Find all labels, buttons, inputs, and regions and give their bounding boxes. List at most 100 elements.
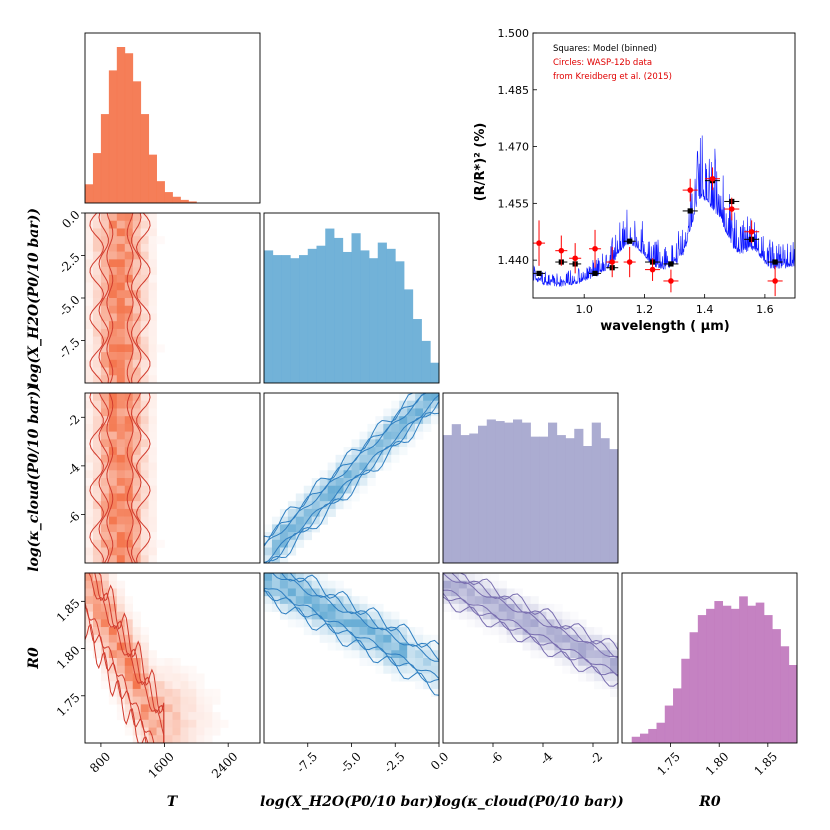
cloud-vs-R0-cell xyxy=(602,658,611,667)
water-vs-cloud-cell xyxy=(367,478,376,487)
T-vs-R0-cell xyxy=(180,681,189,690)
water-ytick-label: -2.5 xyxy=(56,250,82,276)
T-vs-R0-cell xyxy=(100,580,110,589)
water-vs-R0-cell xyxy=(423,673,432,682)
water-vs-R0-cell xyxy=(327,634,336,643)
T-vs-cloud-cell xyxy=(124,478,134,487)
cloud-posterior-histogram-bar xyxy=(451,424,461,563)
T-vs-R0-cell xyxy=(172,696,181,705)
cloud-posterior-histogram-bar xyxy=(609,449,619,563)
T-vs-cloud-cell xyxy=(116,454,126,463)
T-vs-cloud-cell xyxy=(140,508,149,517)
T-vs-R0-cell xyxy=(132,688,141,697)
T-vs-water-cell xyxy=(116,290,126,299)
water-vs-R0-cell xyxy=(311,627,320,636)
water-vs-R0-cell xyxy=(303,611,313,620)
T-vs-cloud-cell xyxy=(108,478,118,487)
water-vs-cloud-cell xyxy=(311,493,320,502)
T-vs-R0-cell xyxy=(156,688,165,697)
cloud-vs-R0-cell xyxy=(474,580,484,589)
cloud-vs-R0-cell xyxy=(474,603,484,612)
cloud-vs-R0-cell xyxy=(514,596,523,605)
T-vs-R0-cell xyxy=(180,719,189,728)
cloud-posterior-histogram-bar xyxy=(565,438,575,563)
T-xtick-label: 800 xyxy=(87,749,113,775)
cloud-vs-R0-cell xyxy=(578,665,587,674)
water-vs-R0-cell xyxy=(383,619,392,628)
water-vs-R0-cell xyxy=(343,596,352,605)
T-vs-R0-cell xyxy=(140,642,149,651)
T-vs-R0-cell xyxy=(188,673,197,682)
cloud-vs-R0-cell xyxy=(562,665,571,674)
R0-xtick-label: 1.75 xyxy=(654,749,683,778)
T-posterior-histogram-bar xyxy=(172,196,181,203)
T-vs-cloud-cell xyxy=(124,493,134,502)
T-vs-cloud-cell xyxy=(148,470,157,479)
water-vs-cloud-cell xyxy=(303,501,313,510)
water-ytick-label: 0.0 xyxy=(59,208,82,231)
T-vs-R0-cell xyxy=(116,665,126,674)
T-vs-water-cell xyxy=(140,236,149,245)
T-vs-cloud-cell xyxy=(108,416,118,425)
water-vs-cloud-cell xyxy=(391,408,400,417)
T-vs-cloud-cell xyxy=(108,532,118,541)
cloud-ytick-label: -4 xyxy=(64,460,82,478)
T-vs-water-cell xyxy=(116,375,126,384)
T-vs-R0-cell xyxy=(188,727,197,736)
T-vs-water-cell xyxy=(108,375,118,384)
T-vs-R0-cell xyxy=(172,719,181,728)
T-vs-cloud-cell xyxy=(140,393,149,402)
T-vs-R0-panel xyxy=(84,572,261,744)
T-vs-water-cell xyxy=(85,305,94,314)
T-vs-cloud-cell xyxy=(148,485,157,494)
T-vs-cloud-cell xyxy=(148,508,157,517)
T-vs-cloud-cell xyxy=(140,431,149,440)
water-vs-cloud-cell xyxy=(264,532,273,541)
water-vs-cloud-frame xyxy=(263,392,440,564)
water-vs-cloud-cell xyxy=(407,393,416,402)
R0-posterior-histogram-bar xyxy=(697,615,707,743)
water-vs-cloud-cell xyxy=(343,470,352,479)
water-vs-R0-cell xyxy=(375,619,384,628)
T-vs-water-cell xyxy=(124,251,134,260)
cloud-vs-R0-cell xyxy=(546,603,555,612)
water-vs-cloud-cell xyxy=(295,516,305,525)
water-vs-R0-cell xyxy=(271,603,281,612)
cloud-vs-R0-frame xyxy=(442,572,619,744)
cloud-vs-R0-cell xyxy=(450,580,460,589)
T-vs-cloud-cell xyxy=(100,501,110,510)
water-vs-R0-cell xyxy=(431,673,440,682)
cloud-vs-R0-cell xyxy=(482,596,492,605)
water-vs-R0-cell xyxy=(375,627,384,636)
water-vs-R0-cell xyxy=(319,603,328,612)
water-vs-cloud-cell xyxy=(303,508,313,517)
T-posterior-histogram-bar xyxy=(148,154,157,203)
water-vs-R0-cell xyxy=(343,650,352,659)
water-posterior-histogram-bar xyxy=(325,228,335,383)
T-vs-water-cell xyxy=(140,290,149,299)
R0-posterior-histogram-bar xyxy=(772,629,781,743)
T-vs-R0-cell xyxy=(164,719,173,728)
cloud-vs-R0-cell xyxy=(610,673,619,682)
T-vs-cloud-cell xyxy=(108,439,118,448)
water-vs-R0-cell xyxy=(431,665,440,674)
T-vs-R0-cell xyxy=(116,627,126,636)
water-vs-cloud-cell xyxy=(351,478,360,487)
T-vs-cloud-cell xyxy=(108,462,118,471)
water-vs-R0-cell xyxy=(391,658,400,667)
cloud-vs-R0-cell xyxy=(490,573,499,582)
T-vs-R0-cell xyxy=(180,712,189,721)
water-vs-R0-cell xyxy=(383,658,392,667)
T-vs-R0-cell xyxy=(124,658,134,667)
R0-ytick-label: 1.85 xyxy=(54,596,83,625)
T-vs-R0-cell xyxy=(100,673,110,682)
T-vs-water-cell xyxy=(92,274,102,283)
water-posterior-histogram-bar xyxy=(307,248,317,383)
water-vs-R0-cell xyxy=(311,619,320,628)
T-vs-cloud-cell xyxy=(140,532,149,541)
water-vs-R0-cell xyxy=(431,688,440,697)
T-vs-cloud-cell xyxy=(148,423,157,432)
R0-axis-label: R0 xyxy=(698,794,721,810)
water-vs-R0-cell xyxy=(367,611,376,620)
T-vs-water-cell xyxy=(108,220,118,229)
